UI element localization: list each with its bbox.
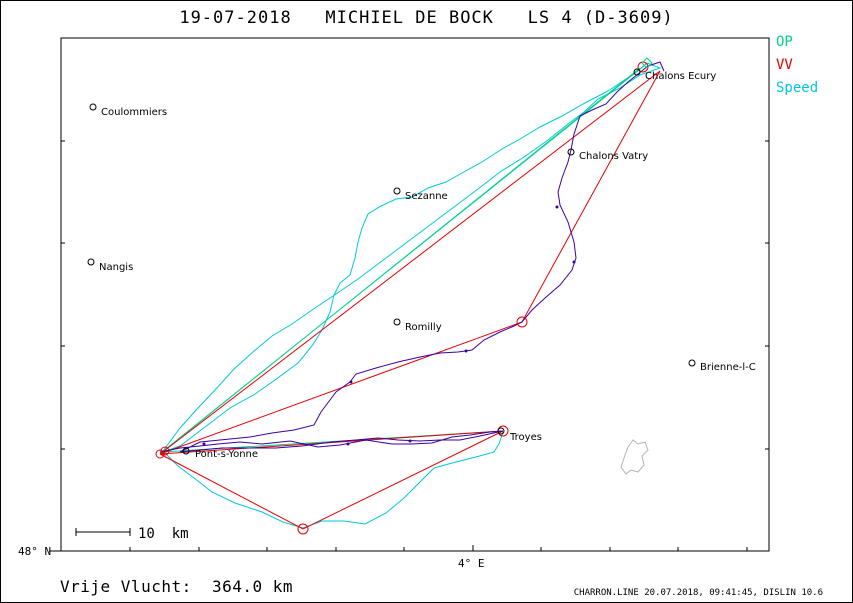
svg-text:Nangis: Nangis [99, 262, 133, 273]
town-chalons-vatry: Chalons Vatry [568, 149, 648, 162]
svg-text:Romilly: Romilly [405, 322, 442, 333]
town-sezanne: Sezanne [394, 188, 448, 202]
svg-text:Sezanne: Sezanne [405, 191, 448, 202]
svg-text:Coulommiers: Coulommiers [101, 107, 167, 118]
footer-metadata: CHARRON.LINE 20.07.2018, 09:41:45, DISLI… [574, 588, 823, 598]
legend-speed: Speed [776, 80, 818, 96]
svg-text:Troyes: Troyes [509, 432, 542, 443]
legend-vv: VV [776, 57, 793, 73]
op-legs [162, 65, 645, 452]
track-dots [203, 206, 576, 446]
lon-axis-label: 4° E [458, 557, 485, 570]
bottom-ticks [130, 545, 747, 551]
svg-text:Brienne-l-C: Brienne-l-C [700, 362, 756, 373]
svg-text:Chalons Ecury: Chalons Ecury [645, 71, 716, 82]
town-nangis: Nangis [88, 259, 133, 273]
town-brienne: Brienne-l-C [689, 360, 756, 373]
scale-label: 10 km [138, 526, 189, 542]
town-coulommiers: Coulommiers [90, 104, 167, 118]
town-chalons-ecury: Chalons Ecury [634, 69, 716, 82]
lat-axis-label: 48° N [18, 545, 51, 558]
svg-text:Pont-s-Yonne: Pont-s-Yonne [195, 449, 258, 460]
map-canvas: 48° N 4° E Coulommiers Nangis [0, 0, 853, 603]
left-ticks [61, 38, 66, 551]
svg-text:Chalons Vatry: Chalons Vatry [579, 151, 648, 162]
scale-bar [76, 528, 130, 536]
lake-shape [621, 440, 648, 474]
right-ticks [765, 141, 769, 449]
town-romilly: Romilly [394, 319, 442, 333]
free-flight-distance: Vrije Vlucht: 364.0 km [60, 577, 293, 596]
town-pont-s-yonne: Pont-s-Yonne [183, 448, 258, 460]
vv-legs [160, 71, 660, 529]
legend-op: OP [776, 34, 793, 50]
